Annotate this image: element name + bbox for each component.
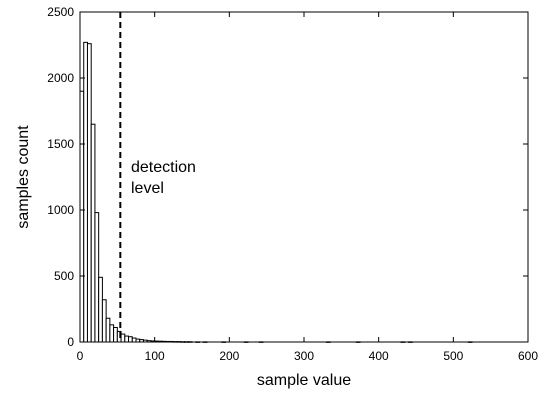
y-tick-label: 2000 (47, 71, 74, 85)
y-tick-label: 1500 (47, 137, 74, 151)
histogram-bar (79, 90, 85, 343)
histogram-bar (101, 299, 107, 343)
histogram-bar (131, 337, 137, 343)
y-tick-label: 0 (67, 335, 74, 349)
y-tick-label: 2500 (47, 5, 74, 19)
histogram-bars (79, 41, 473, 343)
y-tick-label: 500 (54, 269, 74, 283)
histogram-bar (128, 336, 133, 343)
y-axis: 0 500 1000 1500 2000 2500 (47, 5, 528, 349)
histogram-bar (120, 333, 126, 343)
detection-level-label-line2: level (131, 180, 164, 197)
y-tick-label: 1000 (47, 203, 74, 217)
x-tick-label: 0 (77, 349, 84, 363)
x-tick-label: 200 (219, 349, 239, 363)
x-tick-label: 600 (518, 349, 538, 363)
x-tick-label: 300 (294, 349, 314, 363)
x-axis-title: sample value (257, 372, 351, 389)
y-axis-title: samples count (15, 125, 32, 229)
histogram-bar (98, 276, 103, 343)
plot-background (80, 12, 528, 342)
histogram-bar (105, 317, 111, 343)
x-tick-label: 500 (443, 349, 463, 363)
histogram-bar (124, 335, 130, 343)
histogram-bar (90, 123, 96, 343)
x-tick-label: 400 (369, 349, 389, 363)
histogram-bar (86, 43, 92, 343)
x-tick-label: 100 (145, 349, 165, 363)
histogram-bar (109, 324, 115, 343)
histogram-bar (113, 326, 118, 343)
detection-level-label-line1: detection (131, 159, 196, 176)
x-axis: 0 100 200 300 400 500 600 (77, 12, 538, 363)
histogram-bar (94, 212, 100, 343)
histogram-bar (83, 41, 88, 343)
